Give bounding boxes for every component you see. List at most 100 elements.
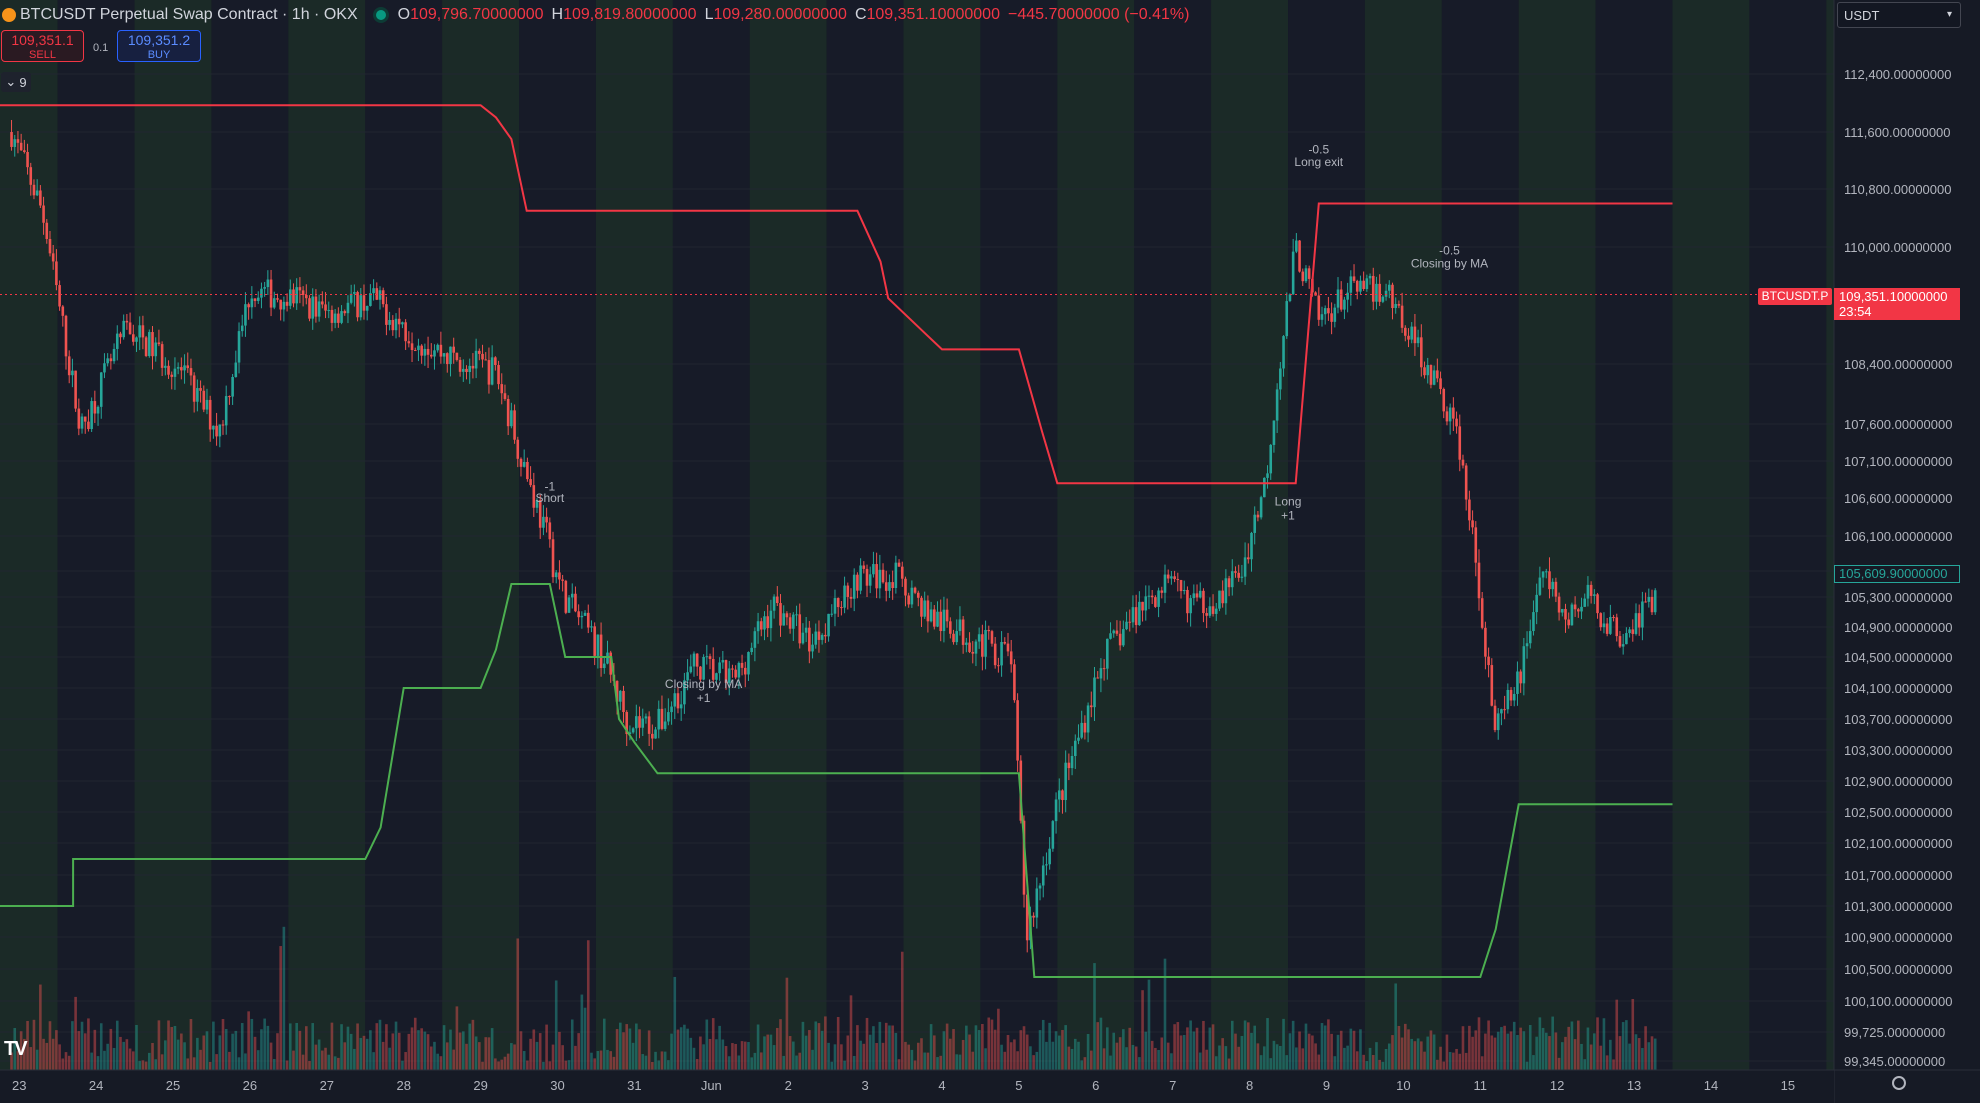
candle-body xyxy=(154,342,158,357)
volume-bar xyxy=(638,1029,641,1070)
tradingview-logo-icon[interactable]: TV xyxy=(4,1038,28,1060)
symbol-title[interactable]: BTCUSDT Perpetual Swap Contract · 1h · O… xyxy=(20,6,358,23)
volume-bar xyxy=(305,1026,308,1070)
annotation-label: Short xyxy=(535,491,564,505)
volume-bar xyxy=(1621,1022,1625,1070)
volume-bar xyxy=(1214,1056,1218,1070)
volume-bar xyxy=(1141,990,1144,1070)
candle-body xyxy=(897,562,901,567)
candle-body xyxy=(212,425,215,430)
candle-body xyxy=(1013,664,1016,701)
time-tick-label: 10 xyxy=(1396,1078,1410,1093)
candle-body xyxy=(1336,289,1340,308)
time-tick-label: 30 xyxy=(550,1078,564,1093)
candle-body xyxy=(349,293,353,303)
candle-body xyxy=(1003,641,1007,644)
volume-bar xyxy=(301,1054,305,1070)
candle-body xyxy=(1272,420,1276,445)
volume-bar xyxy=(1448,1052,1452,1070)
volume-bar xyxy=(1298,1031,1301,1070)
volume-bar xyxy=(759,1052,763,1070)
day-stripe xyxy=(0,0,58,1070)
volume-bar xyxy=(1554,1032,1558,1070)
volume-bar xyxy=(385,1024,388,1070)
volume-bar xyxy=(375,1023,379,1070)
volume-bar xyxy=(330,1022,334,1070)
candle-body xyxy=(907,595,910,605)
candle-body xyxy=(759,621,763,630)
volume-bar xyxy=(1436,1059,1439,1070)
volume-bar xyxy=(180,1033,183,1070)
buy-button[interactable]: 109,351.2 BUY xyxy=(117,30,201,62)
candle-body xyxy=(1593,594,1596,596)
indicators-toggle[interactable]: ⌄ 9 xyxy=(1,72,31,92)
volume-bar xyxy=(1487,1020,1490,1070)
candle-body xyxy=(916,592,920,598)
sell-button[interactable]: 109,351.1 SELL xyxy=(1,30,84,62)
candle-body xyxy=(1195,593,1199,598)
candle-body xyxy=(122,320,125,338)
volume-bar xyxy=(1458,1053,1462,1070)
volume-bar xyxy=(74,996,77,1070)
candle-body xyxy=(609,652,612,675)
candle-body xyxy=(449,346,452,365)
candle-body xyxy=(148,332,151,356)
volume-bar xyxy=(1506,1033,1510,1070)
currency-select[interactable]: USDT ▾ xyxy=(1837,2,1961,28)
volume-bar xyxy=(612,1056,616,1070)
candle-body xyxy=(160,344,164,368)
volume-bar xyxy=(1179,1035,1183,1070)
volume-bar xyxy=(670,1033,673,1070)
volume-bar xyxy=(993,1029,997,1070)
candle-body xyxy=(1253,514,1257,533)
volume-bar xyxy=(827,1042,830,1070)
volume-bar xyxy=(208,1061,212,1070)
day-stripe xyxy=(1441,0,1519,1070)
btc-coin-icon xyxy=(2,8,16,22)
volume-bar xyxy=(596,1051,600,1070)
candle-body xyxy=(67,356,71,376)
candle-body xyxy=(151,332,154,357)
volume-bar xyxy=(747,1042,750,1070)
volume-bar xyxy=(436,1053,439,1070)
candle-body xyxy=(180,367,183,371)
candle-body xyxy=(83,416,87,422)
price-tick-label: 112,400.00000000 xyxy=(1844,67,1951,82)
volume-bar xyxy=(1339,1030,1343,1070)
price-tick-label: 110,000.00000000 xyxy=(1844,240,1951,255)
candle-body xyxy=(545,516,548,523)
candle-body xyxy=(801,632,805,644)
candle-body xyxy=(333,313,337,323)
volume-bar xyxy=(824,1016,827,1070)
candle-body xyxy=(487,360,491,385)
background-stripes xyxy=(0,0,1834,1070)
candle-body xyxy=(346,302,350,314)
candle-body xyxy=(1218,590,1221,609)
candle-body xyxy=(1073,740,1077,757)
volume-bar xyxy=(23,1038,26,1070)
volume-bar xyxy=(1403,1023,1407,1070)
volume-bar xyxy=(1359,1029,1362,1070)
candle-body xyxy=(1631,629,1635,634)
volume-bar xyxy=(420,1028,423,1070)
volume-bar xyxy=(798,1052,802,1070)
candle-body xyxy=(1189,598,1192,614)
candle-body xyxy=(1349,276,1353,293)
time-tick-label: 25 xyxy=(166,1078,180,1093)
candle-body xyxy=(1628,629,1631,634)
price-tick-label: 107,100.00000000 xyxy=(1844,454,1952,469)
candle-body xyxy=(1557,596,1561,613)
volume-bar xyxy=(343,1042,347,1070)
candle-body xyxy=(218,424,222,437)
volume-bar xyxy=(897,1059,901,1070)
candle-body xyxy=(1477,562,1481,599)
gear-icon[interactable] xyxy=(1892,1076,1906,1090)
volume-bar xyxy=(39,984,42,1070)
volume-bar xyxy=(433,1041,436,1070)
candle-body xyxy=(1045,864,1048,866)
volume-bar xyxy=(904,1041,907,1070)
volume-bar xyxy=(1368,1047,1372,1070)
volume-bar xyxy=(1189,1020,1192,1070)
